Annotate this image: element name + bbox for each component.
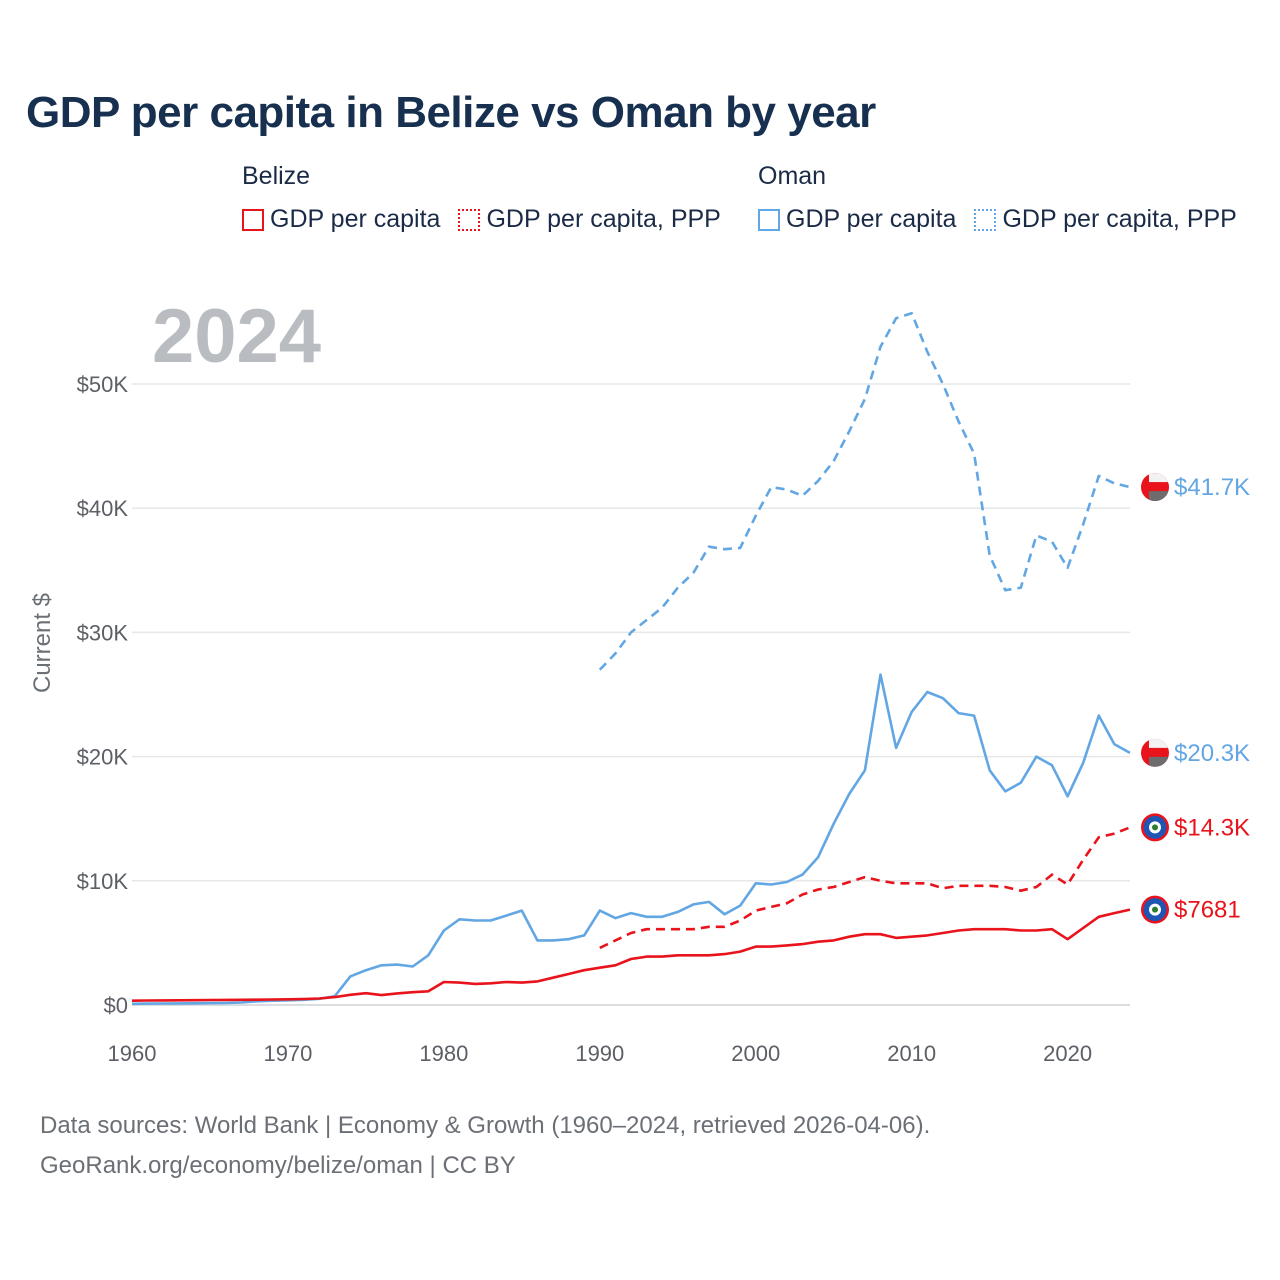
series-line-belize-gdp-per-capita-ppp <box>599 826 1131 950</box>
y-tick-label: $0 <box>104 993 128 1018</box>
y-tick-label: $50K <box>77 372 129 397</box>
y-axis-label: Current $ <box>29 593 56 693</box>
x-tick-label: 1960 <box>108 1041 157 1066</box>
end-marker-group <box>1141 473 1169 502</box>
end-value-label: $41.7K <box>1174 474 1250 501</box>
end-marker-group <box>1141 813 1169 842</box>
flag-dark-band <box>1149 756 1169 767</box>
end-value-label: $7681 <box>1174 897 1241 924</box>
legend-label: GDP per capita, PPP <box>486 205 721 233</box>
flag-white-band <box>1149 473 1169 483</box>
x-axis-ticks: 1960 1970 1980 1990 2000 2010 2020 <box>108 1041 1093 1066</box>
legend-group-oman: Oman GDP per capita GDP per capita, PPP <box>758 162 1237 234</box>
y-tick-label: $20K <box>77 745 129 770</box>
footer-sources: Data sources: World Bank | Economy & Gro… <box>40 1112 931 1139</box>
legend-item-belize-gdp-ppp[interactable]: GDP per capita, PPP <box>458 205 721 234</box>
legend-swatch-solid-blue <box>758 208 780 231</box>
y-tick-label: $40K <box>77 496 129 521</box>
x-tick-label: 1970 <box>263 1041 312 1066</box>
oman-flag-icon <box>1141 473 1169 502</box>
flag-dark-band <box>1149 491 1169 502</box>
flag-white-band <box>1149 738 1169 748</box>
chart-title: GDP per capita in Belize vs Oman by year <box>26 88 876 137</box>
legend-group-belize: Belize GDP per capita GDP per capita, PP… <box>242 162 721 234</box>
legend-item-oman-gdp[interactable]: GDP per capita <box>758 205 956 234</box>
series-lines <box>131 311 1131 1006</box>
footer: Data sources: World Bank | Economy & Gro… <box>40 1106 930 1186</box>
end-marker-group <box>1141 738 1169 767</box>
flag-emblem <box>1152 906 1158 913</box>
legend-swatch-dotted-blue <box>974 208 997 231</box>
y-tick-label: $10K <box>77 869 129 894</box>
end-value-label: $14.3K <box>1174 814 1250 841</box>
grid-lines <box>132 383 1130 1006</box>
series-line-belize-gdp-per-capita <box>131 908 1131 1002</box>
legend-group-title: Belize <box>242 162 311 190</box>
end-marker-group <box>1141 895 1169 924</box>
series-end-markers: $41.7K $20.3K $14.3K $7681 <box>1141 473 1250 924</box>
highlight-year-label: 2024 <box>152 294 321 379</box>
oman-flag-icon <box>1141 738 1169 767</box>
end-value-label: $20.3K <box>1174 740 1250 767</box>
legend-swatch-solid-red <box>242 208 264 231</box>
legend-label: GDP per capita <box>786 205 957 233</box>
footer-attribution[interactable]: GeoRank.org/economy/belize/oman | CC BY <box>40 1152 516 1179</box>
x-tick-label: 2000 <box>731 1041 780 1066</box>
legend-label: GDP per capita <box>270 205 441 233</box>
x-tick-label: 2010 <box>887 1041 936 1066</box>
series-line-oman-gdp-per-capita-ppp <box>598 311 1131 671</box>
legend-item-belize-gdp[interactable]: GDP per capita <box>242 205 440 234</box>
legend-label: GDP per capita, PPP <box>1002 205 1237 233</box>
series-line-oman-gdp-per-capita <box>131 673 1131 1006</box>
y-axis-ticks: $0 $10K $20K $30K $40K $50K <box>77 372 129 1018</box>
legend-group-title: Oman <box>758 162 827 190</box>
x-tick-label: 2020 <box>1043 1041 1092 1066</box>
y-tick-label: $30K <box>77 620 129 645</box>
legend-swatch-dotted-red <box>458 208 481 231</box>
flag-emblem <box>1152 824 1158 831</box>
x-tick-label: 1980 <box>419 1041 468 1066</box>
x-tick-label: 1990 <box>575 1041 624 1066</box>
legend-item-oman-gdp-ppp[interactable]: GDP per capita, PPP <box>974 205 1237 234</box>
